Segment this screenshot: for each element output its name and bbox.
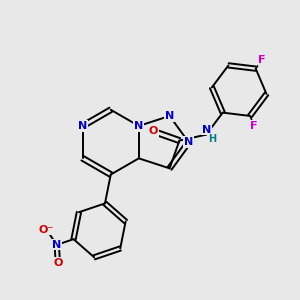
Text: O: O	[53, 258, 62, 268]
Text: H: H	[208, 134, 216, 143]
Text: O: O	[149, 126, 158, 136]
Text: N: N	[184, 137, 193, 147]
Text: N: N	[78, 121, 87, 131]
Text: F: F	[258, 55, 266, 65]
Text: O⁻: O⁻	[39, 225, 54, 235]
Text: N: N	[165, 111, 174, 121]
Text: N: N	[52, 240, 62, 250]
Text: N: N	[202, 125, 211, 135]
Text: N: N	[134, 121, 143, 131]
Text: F: F	[250, 121, 258, 131]
